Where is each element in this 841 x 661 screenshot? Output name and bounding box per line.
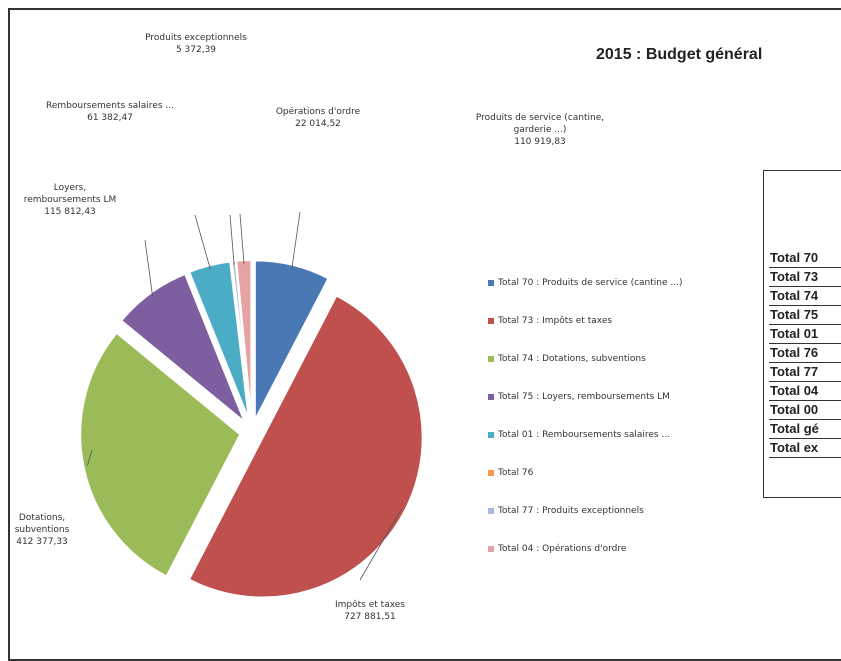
table-row: Total 00 — [769, 400, 841, 420]
legend-label: Total 76 — [498, 468, 534, 478]
slice-label: Dotations, subventions 412 377,33 — [15, 513, 70, 547]
pie-slice — [119, 272, 246, 424]
slice-value: 22 014,52 — [295, 119, 341, 129]
legend-item: Total 73 : Impôts et taxes — [488, 314, 612, 328]
legend-label: Total 75 : Loyers, remboursements LM — [498, 392, 670, 402]
legend-label: Total 04 : Opérations d'ordre — [498, 544, 627, 554]
legend-item: Total 01 : Remboursements salaires ... — [488, 428, 670, 442]
slice-label: Opérations d'ordre 22 014,52 — [276, 106, 361, 129]
table-cell: Total 77 — [770, 364, 819, 379]
table-row: Total 75 — [769, 305, 841, 325]
slice-value: 61 382,47 — [87, 113, 133, 123]
pie-slice — [79, 331, 242, 578]
table-row: Total 04 — [769, 381, 841, 401]
legend-swatch — [488, 280, 494, 286]
slice-label: Produits exceptionnels 5 372,39 — [145, 33, 247, 55]
chart-frame — [8, 8, 841, 661]
table-row: Total 77 — [769, 362, 841, 382]
table-cell: Total ex — [770, 440, 819, 455]
table-row: Total 01 — [769, 324, 841, 344]
leader-line — [291, 211, 301, 269]
table-cell: Total 73 — [770, 269, 819, 284]
leader-line — [144, 239, 154, 297]
slice-value: 110 919,83 — [514, 137, 566, 147]
table-cell: Total 01 — [770, 326, 819, 341]
slice-label: Loyers, remboursements LM 115 812,43 — [24, 183, 117, 217]
leader-line — [359, 509, 402, 581]
leader-line — [229, 214, 235, 265]
table-cell: Total 70 — [770, 250, 819, 265]
legend-item: Total 70 : Produits de service (cantine … — [488, 276, 682, 290]
legend-swatch — [488, 318, 494, 324]
table-cell: Total 76 — [770, 345, 819, 360]
table-cell: Total gé — [770, 421, 819, 436]
legend-item: Total 04 : Opérations d'ordre — [488, 542, 626, 556]
table-row: Total 76 — [769, 343, 841, 363]
legend-label: Total 70 : Produits de service (cantine … — [498, 278, 683, 288]
slice-value: 727 881,51 — [344, 612, 396, 622]
pie-slice — [187, 294, 424, 599]
table-cell: Total 75 — [770, 307, 819, 322]
legend-item: Total 75 : Loyers, remboursements LM — [488, 390, 670, 404]
table-cell: Total 04 — [770, 383, 819, 398]
slice-label: Remboursements salaires ... 61 382,47 — [46, 101, 174, 123]
legend-label: Total 01 : Remboursements salaires ... — [498, 430, 671, 440]
table-cell: Total 74 — [770, 288, 819, 303]
legend-item: Total 77 : Produits exceptionnels — [488, 504, 644, 518]
legend-label: Total 77 : Produits exceptionnels — [498, 506, 644, 516]
legend-label: Total 73 : Impôts et taxes — [498, 316, 613, 326]
leader-line — [239, 213, 245, 265]
table-row: Total 74 — [769, 286, 841, 306]
slice-label: Produits de service (cantine, garderie ..… — [476, 113, 604, 147]
slice-value: 115 812,43 — [44, 207, 96, 217]
leader-line — [87, 449, 93, 466]
leader-line — [194, 214, 211, 270]
legend-swatch — [488, 432, 494, 438]
table-row: Total 70 — [769, 248, 841, 268]
legend-swatch — [488, 470, 494, 476]
table-row: Total 73 — [769, 267, 841, 287]
table-row: Total gé — [769, 419, 841, 439]
legend-item: Total 76 — [488, 466, 533, 480]
legend-swatch — [488, 356, 494, 362]
chart-title: 2015 : Budget général — [596, 46, 763, 63]
legend-swatch — [488, 394, 494, 400]
legend-swatch — [488, 508, 494, 514]
summary-table: Total 70 Total 73 Total 74 Total 75 Total 01… — [763, 170, 841, 498]
table-row: Total ex — [769, 438, 841, 458]
legend-item: Total 74 : Dotations, subventions — [488, 352, 646, 366]
table-cell: Total 00 — [770, 402, 819, 417]
slice-value: 412 377,33 — [16, 537, 68, 547]
slice-label: Impôts et taxes 727 881,51 — [335, 599, 405, 622]
legend-label: Total 74 : Dotations, subventions — [498, 354, 646, 364]
slice-value: 5 372,39 — [176, 45, 216, 55]
legend-swatch — [488, 546, 494, 552]
